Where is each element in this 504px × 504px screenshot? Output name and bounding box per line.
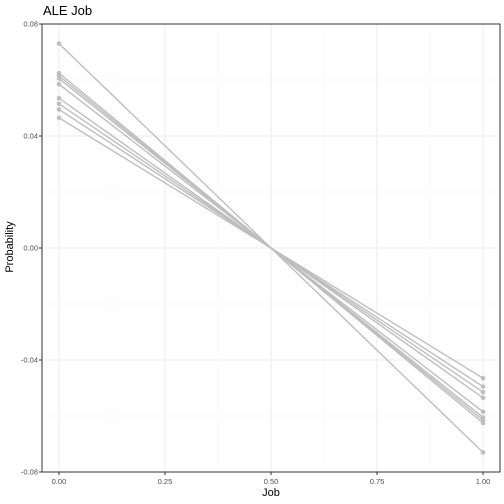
x-tick-label: 1.00 [476,477,491,486]
series-line-9 [58,117,484,379]
x-axis-ticks: 0.00 0.25 0.50 0.75 1.00 [52,472,491,486]
x-tick-label: 0.75 [370,477,385,486]
x-tick-label: 0.00 [52,477,67,486]
y-axis-ticks: -0.08 -0.04 0.00 0.04 0.08 [21,20,42,477]
series-lines [58,43,484,453]
series-point [480,409,486,415]
y-tick-label: 0.08 [23,20,38,29]
y-tick-label: 0.00 [23,244,38,253]
y-tick-label: -0.08 [21,468,38,477]
series-point [56,115,62,121]
series-point [480,389,486,395]
series-point [480,450,486,455]
y-tick-label: 0.04 [23,132,38,141]
y-tick-label: -0.04 [21,356,38,365]
series-point [56,95,62,101]
series-point [56,41,62,46]
chart-title: ALE Job [43,3,92,18]
series-points [56,41,486,455]
y-axis-label: Probability [4,221,16,273]
series-point [480,395,486,401]
series-point [480,415,486,420]
x-tick-label: 0.50 [264,477,279,486]
series-point [56,101,62,107]
series-point [480,384,486,389]
series-point [56,107,62,112]
series-point [480,375,486,381]
x-tick-label: 0.25 [158,477,173,486]
x-axis-label: Job [262,487,280,499]
series-point [56,76,62,81]
series-point [56,81,62,87]
